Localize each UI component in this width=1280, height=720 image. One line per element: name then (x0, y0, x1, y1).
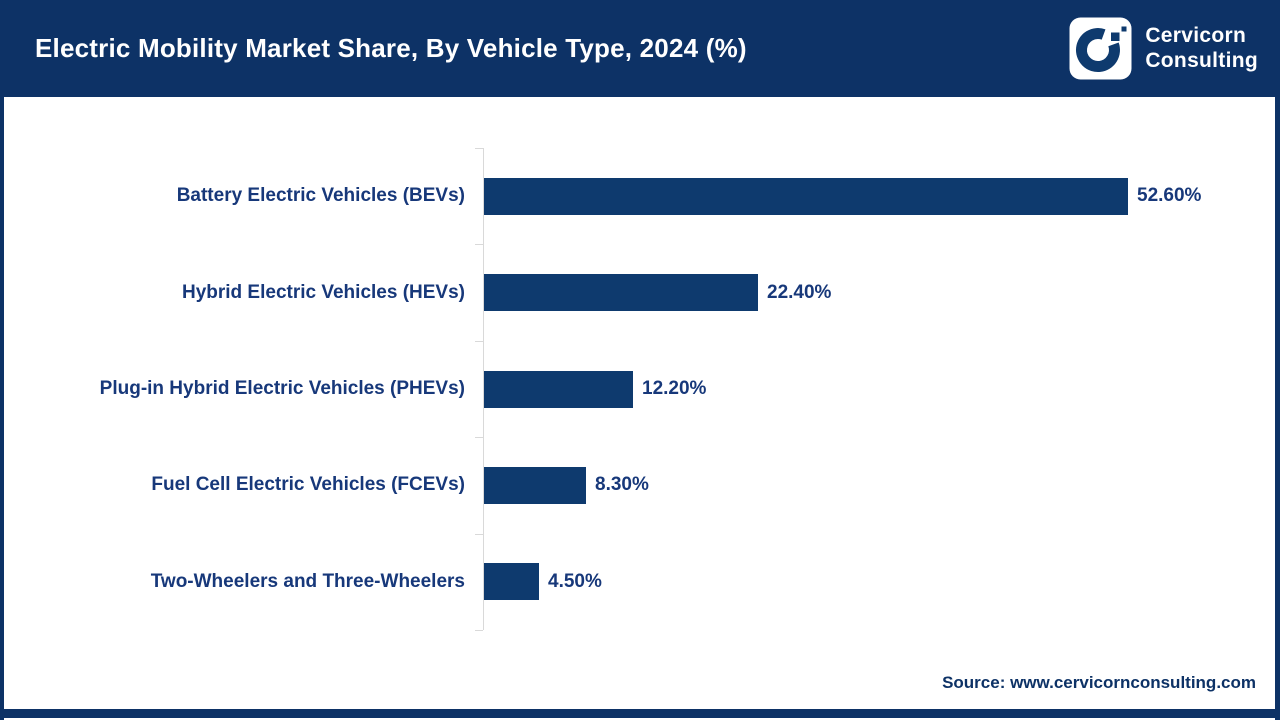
header-band: Electric Mobility Market Share, By Vehic… (0, 0, 1280, 97)
bar-3 (484, 370, 633, 408)
brand-logo-text: Cervicorn Consulting (1145, 24, 1258, 72)
axis-tick (475, 148, 483, 149)
axis-tick (475, 244, 483, 246)
category-label: Battery Electric Vehicles (BEVs) (176, 185, 465, 207)
bar-1 (484, 177, 1128, 215)
brand-name-line2: Consulting (1145, 48, 1258, 72)
category-label: Plug-in Hybrid Electric Vehicles (PHEVs) (99, 377, 465, 399)
value-label: 52.60% (1137, 185, 1202, 207)
value-label: 22.40% (767, 281, 832, 303)
bar-chart: Battery Electric Vehicles (BEVs) 52.60% Hy… (0, 97, 1280, 710)
bar-2 (484, 274, 758, 312)
axis-tick (475, 533, 483, 535)
source-attribution: Source: www.cervicornconsulting.com (942, 673, 1256, 692)
category-label: Hybrid Electric Vehicles (HEVs) (181, 281, 465, 303)
value-label: 8.30% (595, 474, 649, 496)
brand-logo: Cervicorn Consulting (1069, 17, 1258, 80)
category-label: Fuel Cell Electric Vehicles (FCEVs) (151, 474, 465, 496)
axis-tick (475, 340, 483, 342)
axis-tick (475, 437, 483, 439)
bottom-border (0, 709, 1280, 718)
value-label: 4.50% (548, 570, 602, 592)
brand-name-line1: Cervicorn (1145, 24, 1247, 48)
page-title: Electric Mobility Market Share, By Vehic… (35, 33, 747, 63)
axis-tick (475, 630, 483, 631)
left-border (0, 0, 4, 720)
bar-4 (484, 466, 586, 504)
y-axis-line (483, 148, 484, 630)
cervicorn-logo-icon (1069, 17, 1132, 80)
value-label: 12.20% (642, 378, 707, 399)
bar-5 (484, 563, 539, 601)
right-border (1275, 0, 1280, 720)
category-label: Two-Wheelers and Three-Wheelers (150, 570, 465, 592)
